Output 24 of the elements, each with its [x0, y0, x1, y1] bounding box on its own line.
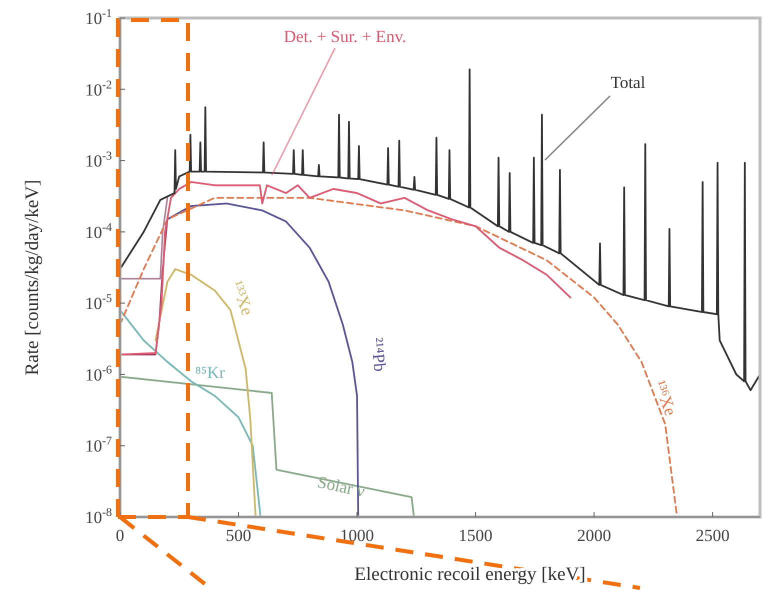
line-series	[154, 268, 256, 518]
x-tick-label: 2500	[696, 526, 730, 545]
x-tick-label: 500	[226, 526, 252, 545]
y-tick-label: 10$^{-2}$	[85, 77, 112, 100]
text: ¹³³Xe	[227, 278, 258, 318]
text: ²¹⁴Pb	[368, 336, 390, 372]
text: Solar ν	[316, 472, 367, 501]
x-tick-label: 1000	[340, 526, 374, 545]
y-tick-label: 10$^{-1}$	[85, 6, 112, 28]
x-tick-label: 0	[116, 526, 124, 545]
text: ¹³⁶Xe	[650, 378, 680, 418]
y-tick-label: 10$^{-4}$	[85, 220, 112, 242]
y-tick-label: 10$^{-3}$	[85, 148, 112, 171]
y-tick-label: 10$^{-5}$	[85, 291, 112, 314]
x-tick-label: 2000	[577, 526, 612, 545]
y-axis-title: Rate [counts/kg/day/keV]	[22, 180, 43, 376]
x-tick-label: 1500	[458, 526, 493, 545]
series-label: ⁸⁵Kr	[195, 363, 226, 382]
y-tick-label: 10$^{-8}$	[85, 505, 112, 527]
text: Total	[610, 73, 646, 92]
text: Det. + Sur. + Env.	[284, 27, 406, 46]
line-series	[166, 202, 360, 518]
y-tick-label: 10$^{-7}$	[85, 434, 112, 456]
y-tick-label: 10$^{-6}$	[85, 362, 112, 384]
